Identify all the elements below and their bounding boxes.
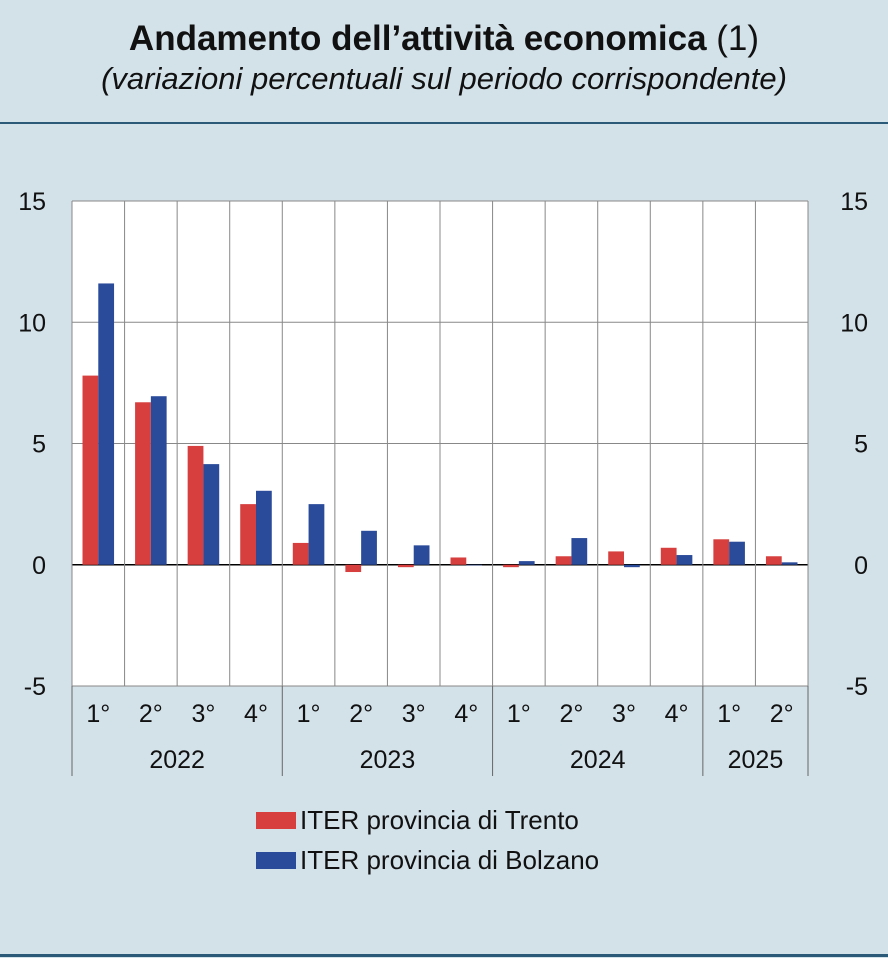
x-tick-label: 4° [454, 700, 478, 728]
bar-bolzano [203, 464, 220, 565]
y-tick-label-right: 15 [840, 188, 868, 216]
bar-bolzano [361, 530, 377, 565]
legend-swatch-trento [256, 811, 296, 829]
y-tick-label-left: 15 [18, 188, 46, 216]
chart-title: Andamento dell’attività economica (1) [128, 19, 760, 58]
bar-trento [713, 539, 730, 565]
year-label: 2022 [149, 746, 205, 774]
year-label: 2025 [728, 746, 784, 774]
bar-bolzano [624, 564, 640, 568]
bar-bolzano [150, 396, 167, 565]
y-tick-label-left: -5 [24, 673, 46, 701]
bar-bolzano [518, 561, 535, 565]
bar-bolzano [781, 562, 798, 565]
bar-trento [240, 504, 256, 565]
x-tick-label: 4° [244, 700, 268, 728]
legend-item-bolzano: ITER provincia di Bolzano [256, 840, 599, 880]
bar-bolzano [308, 504, 325, 565]
y-tick-label-left: 10 [18, 309, 46, 337]
title-block: Andamento dell’attività economica (1) (v… [0, 0, 888, 122]
bar-trento [608, 551, 624, 565]
chart-subtitle: (variazioni percentuali sul periodo corr… [101, 61, 787, 96]
bar-trento [135, 402, 151, 565]
bar-bolzano [98, 283, 115, 565]
x-tick-label: 3° [402, 700, 426, 728]
legend-label-bolzano: ITER provincia di Bolzano [300, 844, 600, 875]
bar-bolzano [571, 538, 588, 565]
bar-trento [82, 375, 99, 565]
year-label: 2023 [360, 746, 416, 774]
x-tick-label: 1° [507, 700, 531, 728]
bar-bolzano [413, 545, 430, 565]
bar-bolzano [729, 541, 745, 565]
bar-trento [187, 445, 204, 565]
bar-trento [765, 556, 782, 565]
bar-bolzano [676, 555, 693, 565]
x-tick-label: 2° [349, 700, 373, 728]
bar-trento [450, 557, 467, 565]
x-tick-label: 1° [297, 700, 321, 728]
x-tick-label: 2° [770, 700, 794, 728]
legend-label-trento: ITER provincia di Trento [300, 804, 579, 835]
bar-trento [503, 564, 519, 568]
bar-trento [292, 542, 309, 565]
x-tick-label: 1° [86, 700, 110, 728]
legend-item-trento: ITER provincia di Trento [256, 800, 599, 840]
x-tick-label: 2° [139, 700, 163, 728]
title-divider [0, 122, 888, 124]
x-tick-label: 2° [559, 700, 583, 728]
bar-trento [555, 556, 572, 565]
y-tick-label-right: 5 [854, 431, 868, 459]
bar-bolzano [256, 490, 272, 565]
y-tick-label-left: 5 [32, 431, 46, 459]
y-tick-label-right: 0 [854, 552, 868, 580]
bar-bolzano [466, 564, 483, 566]
year-label: 2024 [570, 746, 626, 774]
y-tick-label-left: 0 [32, 552, 46, 580]
x-tick-label: 1° [717, 700, 741, 728]
bar-trento [660, 547, 677, 565]
legend: ITER provincia di Trento ITER provincia … [256, 800, 599, 880]
x-tick-label: 3° [191, 700, 215, 728]
x-tick-label: 3° [612, 700, 636, 728]
y-tick-label-right: 10 [840, 309, 868, 337]
x-tick-label: 4° [665, 700, 689, 728]
legend-swatch-bolzano [256, 851, 296, 869]
bar-trento [397, 564, 414, 568]
bar-trento [345, 564, 362, 573]
bottom-divider [0, 954, 888, 957]
y-tick-label-right: -5 [846, 673, 868, 701]
